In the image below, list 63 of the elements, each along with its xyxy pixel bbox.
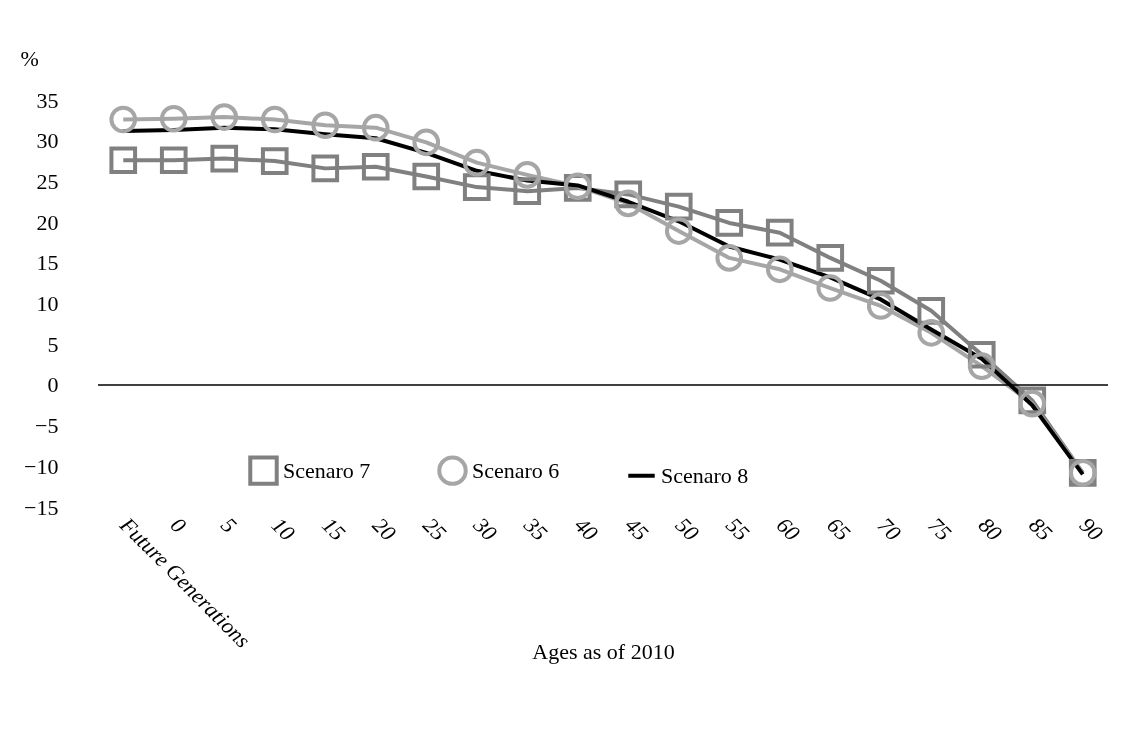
y-tick-label: 20 <box>36 209 59 235</box>
x-tick-label: 5 <box>216 512 242 538</box>
x-tick-label: 90 <box>1074 512 1108 546</box>
y-tick-label: 15 <box>36 250 59 276</box>
point <box>715 209 744 237</box>
point <box>765 218 794 247</box>
point <box>513 161 542 189</box>
x-tick-label: 60 <box>771 512 805 546</box>
point <box>816 244 845 272</box>
y-tick-label: 10 <box>36 291 59 316</box>
y-axis-title: % <box>20 45 39 71</box>
x-tick-label: 85 <box>1024 512 1058 546</box>
y-tick-label: 0 <box>47 372 59 398</box>
x-tick-label: 55 <box>721 512 755 546</box>
x-tick-label: 45 <box>620 512 654 546</box>
point <box>361 113 390 142</box>
point <box>614 189 643 218</box>
x-tick-label: 20 <box>367 512 401 546</box>
point <box>866 266 895 295</box>
x-tick-label: 30 <box>468 511 502 546</box>
point <box>462 148 491 177</box>
point <box>260 147 289 175</box>
point <box>210 144 239 173</box>
point <box>159 146 188 175</box>
legend-label: Scenaro 7 <box>283 457 371 483</box>
y-tick-label: −5 <box>35 413 59 439</box>
x-tick-label: 80 <box>973 512 1007 546</box>
point <box>361 152 390 181</box>
point <box>311 111 340 140</box>
x-tick-label: 0 <box>165 512 192 538</box>
point <box>311 154 340 183</box>
legend-label: Scenaro 6 <box>472 457 560 483</box>
x-tick-label: 40 <box>569 512 603 546</box>
x-tick-label: 65 <box>822 512 856 546</box>
x-axis-title: Ages as of 2010 <box>532 638 675 664</box>
point <box>159 104 188 133</box>
x-tick-label: 75 <box>923 512 957 546</box>
point <box>715 244 744 272</box>
point <box>109 105 138 134</box>
y-tick-label: 35 <box>36 87 59 113</box>
point <box>412 162 441 191</box>
x-tick-label: 35 <box>518 511 553 546</box>
y-tick-label: 30 <box>36 128 59 154</box>
point <box>109 146 138 175</box>
x-tick-label: 25 <box>418 512 452 546</box>
y-tick-label: −10 <box>24 453 59 479</box>
y-tick-label: 5 <box>47 331 59 357</box>
point <box>260 105 289 134</box>
y-tick-label: −15 <box>24 494 59 520</box>
y-tick-label: 25 <box>36 168 59 194</box>
point <box>765 255 794 284</box>
point <box>816 274 845 302</box>
point <box>412 128 441 157</box>
point <box>664 217 693 245</box>
x-tick-label: 50 <box>670 512 704 546</box>
point <box>967 352 996 380</box>
legend-label: Scenaro 8 <box>661 462 749 488</box>
point <box>917 319 946 347</box>
point <box>866 292 895 320</box>
x-tick-label: 70 <box>872 512 906 546</box>
x-tick-label: 15 <box>317 512 351 546</box>
point <box>210 103 239 131</box>
x-tick-label: 10 <box>266 512 300 546</box>
